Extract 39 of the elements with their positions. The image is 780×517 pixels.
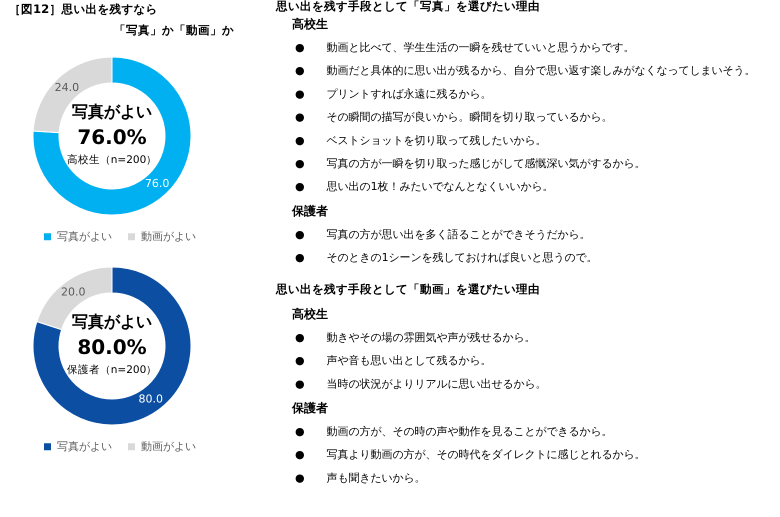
- text: ● 思い出の1枚！みたいでなんとなくいいから。: [295, 180, 554, 194]
- text: ● 動画の方が、その時の声や動作を見ることができるから。: [295, 425, 613, 438]
- text: ● 動きやその場の雰囲気や声が残せるから。: [295, 331, 536, 344]
- text: ● 写真より動画の方が、その時代をダイレクトに感じとれるから。: [295, 448, 646, 462]
- text: ● その瞬間の描写が良いから。瞬間を切り取っているから。: [295, 110, 613, 124]
- text: 高校生（n=200）: [66, 153, 158, 166]
- text: 80.0%: [77, 335, 147, 359]
- text: 高校生: [292, 307, 328, 321]
- data-label: 80.0: [138, 392, 164, 406]
- text: ● 声や音も思い出として残るから。: [295, 354, 492, 368]
- text: 思い出を残す手段として「動画」を選びたい理由: [275, 282, 540, 296]
- chart-subtitle: 「写真」か「動画」か: [114, 23, 235, 37]
- legend-label: 写真がよい: [57, 440, 112, 453]
- data-label: 20.0: [60, 286, 86, 299]
- text: 写真がよい: [72, 102, 152, 121]
- donut-slice: [32, 56, 192, 216]
- text: ● そのときの1シーンを残しておければ良いと思うので。: [295, 251, 598, 264]
- text: 保護者（n=200）: [66, 363, 158, 376]
- text: ● 写真の方が思い出を多く語ることができそうだから。: [295, 228, 591, 241]
- text: ● 当時の状況がよりリアルに思い出せるから。: [295, 377, 547, 390]
- text: 写真がよい: [72, 312, 152, 331]
- text: ● 写真の方が一瞬を切り取った感じがして感慨深い気がするから。: [295, 157, 646, 170]
- chart-title: ［図12］思い出を残すなら: [9, 2, 158, 16]
- data-label: 76.0: [144, 177, 170, 190]
- text: ● 声も聞きたいから。: [295, 471, 426, 484]
- legend-label: 動画がよい: [141, 440, 196, 453]
- text: 保護者: [291, 401, 328, 415]
- text: 思い出を残す手段として「写真」を選びたい理由: [275, 0, 540, 13]
- text: ● 動画だと具体的に思い出が残るから、自分で思い返す楽しみがなくなってしまいそう。: [295, 64, 756, 78]
- text: 76.0%: [77, 125, 147, 149]
- donut-slice: [32, 266, 192, 426]
- text: 高校生: [292, 17, 328, 31]
- text: 保護者: [291, 204, 328, 218]
- text: ● プリントすれば永遠に残るから。: [295, 87, 492, 100]
- legend-label: 動画がよい: [141, 230, 196, 243]
- text: ● ベストショットを切り取って残したいから。: [295, 134, 547, 147]
- data-label: 24.0: [54, 80, 80, 94]
- legend-label: 写真がよい: [57, 230, 112, 243]
- text: ● 動画と比べて、学生生活の一瞬を残せていいと思うからです。: [295, 41, 635, 54]
